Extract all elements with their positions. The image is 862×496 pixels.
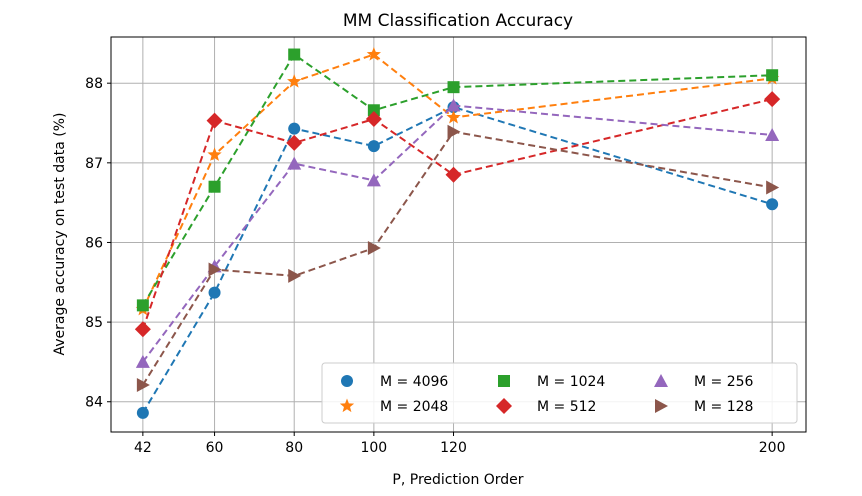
legend-label: M = 256	[694, 374, 754, 390]
series-line	[142, 104, 773, 363]
data-point	[446, 98, 461, 112]
legend-entry: M = 512	[496, 398, 596, 415]
series-0	[136, 101, 779, 419]
data-point	[367, 104, 380, 117]
x-tick-label: 100	[360, 440, 387, 456]
series-line	[141, 98, 773, 330]
legend-label: M = 4096	[380, 374, 448, 390]
series-line	[141, 53, 773, 310]
data-point	[366, 173, 381, 187]
series-line	[142, 53, 773, 306]
data-point	[287, 156, 302, 170]
data-point	[287, 74, 302, 88]
legend-entry: M = 128	[655, 399, 753, 415]
data-point	[286, 134, 303, 151]
data-point	[134, 321, 151, 338]
series-3	[134, 91, 781, 338]
data-point	[445, 166, 462, 183]
chart-title: MM Classification Accuracy	[343, 11, 573, 31]
data-point	[446, 109, 461, 124]
data-point	[206, 112, 223, 129]
legend-marker	[496, 398, 512, 414]
legend-marker	[341, 375, 353, 387]
data-point	[766, 69, 779, 82]
plot-frame	[110, 36, 807, 433]
legend-label: M = 1024	[537, 374, 605, 390]
legend-label: M = 2048	[380, 399, 448, 415]
y-tick-label: 86	[85, 235, 103, 251]
legend: M = 4096 M = 2048 M = 1024 M = 512 M = 256 M …	[321, 362, 798, 424]
data-point	[764, 91, 781, 108]
data-point	[766, 180, 780, 195]
data-point	[367, 241, 381, 256]
legend-marker	[498, 375, 510, 387]
data-point	[447, 124, 461, 139]
y-axis-label: Average accuracy on test data (%)	[52, 113, 68, 356]
legend-marker	[655, 399, 668, 413]
x-tick-label: 200	[759, 440, 786, 456]
data-point	[365, 111, 382, 128]
data-point	[136, 378, 150, 393]
data-point	[207, 147, 222, 161]
data-point	[447, 81, 460, 94]
data-point	[288, 268, 302, 283]
legend-label: M = 128	[694, 399, 753, 415]
data-point	[208, 180, 221, 193]
legend-box	[321, 362, 798, 424]
x-tick-label: 42	[134, 440, 152, 456]
legend-entry: M = 1024	[498, 374, 605, 390]
series-5	[136, 124, 780, 393]
series-line	[142, 106, 773, 414]
data-point	[766, 198, 779, 211]
series-4	[135, 98, 780, 368]
series-line	[142, 130, 773, 386]
data-point	[208, 286, 221, 299]
x-tick-label: 120	[440, 440, 467, 456]
legend-entry: M = 2048	[339, 398, 448, 415]
data-point	[366, 47, 381, 61]
legend-marker	[339, 398, 355, 413]
data-point	[288, 122, 301, 135]
data-point	[136, 406, 149, 419]
y-axis: 84 85 86 87 88	[85, 76, 111, 411]
data-point	[208, 262, 222, 277]
x-tick-label: 60	[206, 440, 224, 456]
x-axis-label: P, Prediction Order	[392, 472, 523, 488]
data-point	[136, 299, 149, 312]
y-tick-label: 84	[85, 395, 103, 411]
legend-marker	[654, 374, 668, 387]
data-point	[367, 140, 380, 153]
y-tick-label: 87	[85, 156, 103, 172]
data-point	[765, 127, 780, 141]
legend-entry: M = 256	[654, 374, 754, 390]
y-tick-label: 88	[85, 76, 103, 92]
series-group	[134, 47, 781, 419]
x-tick-label: 80	[285, 440, 303, 456]
x-axis: 42 60 80 100 120 200	[134, 432, 786, 456]
data-point	[288, 48, 301, 61]
data-point	[135, 354, 150, 368]
legend-entry: M = 4096	[341, 374, 448, 390]
series-2	[136, 48, 779, 312]
legend-label: M = 512	[537, 399, 596, 415]
y-tick-label: 85	[85, 315, 103, 331]
